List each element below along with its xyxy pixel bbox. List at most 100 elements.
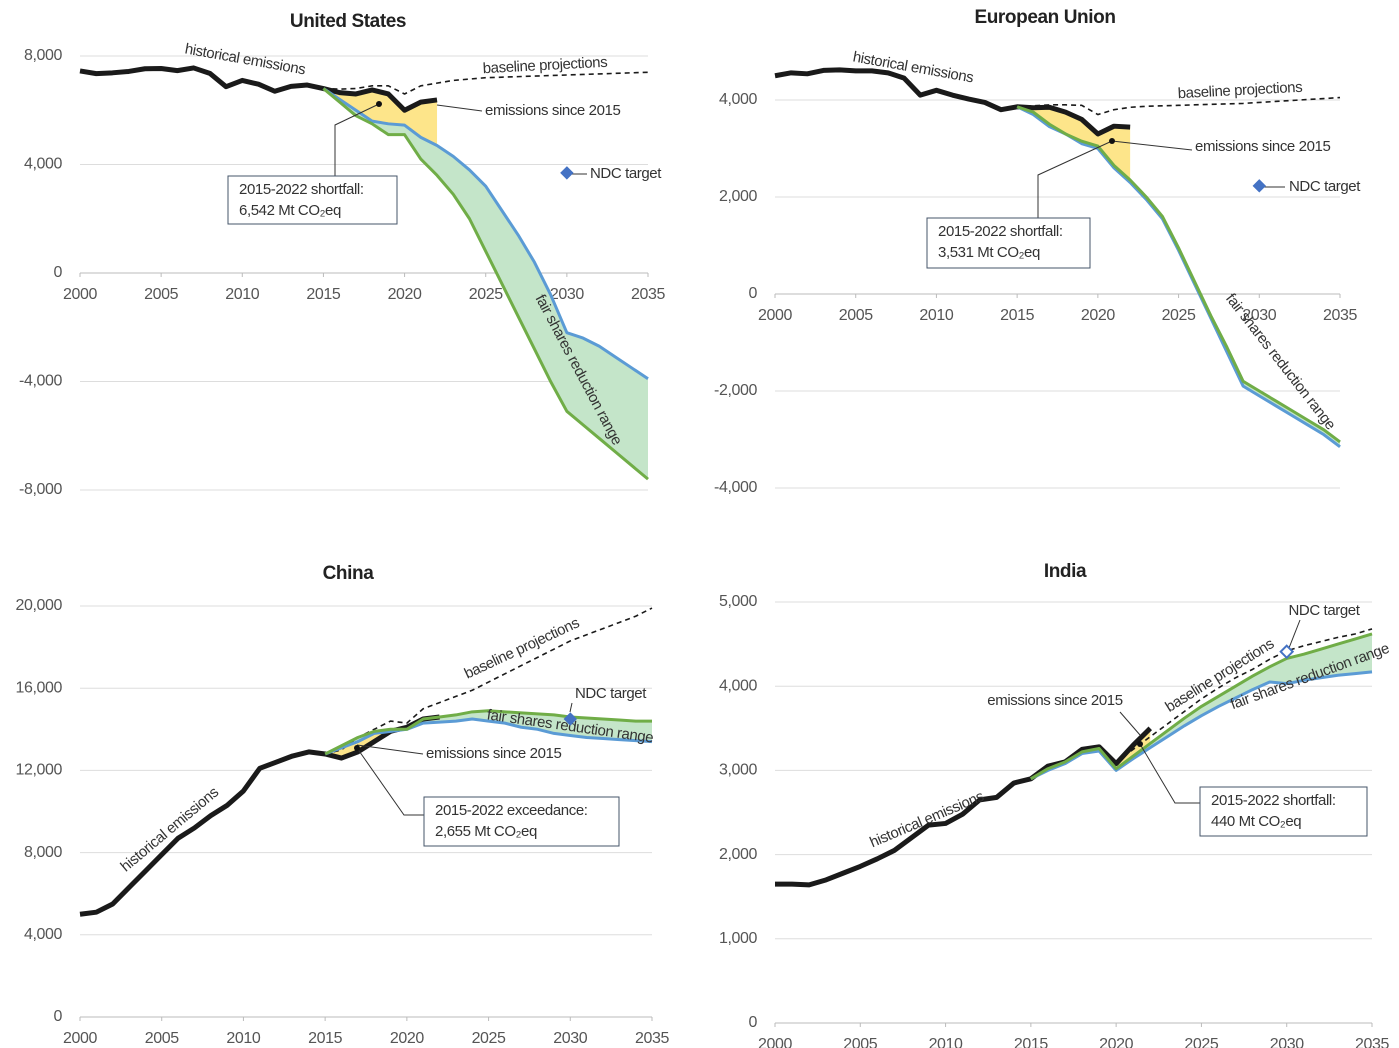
leader-line: [356, 747, 424, 816]
y-tick-label: -4,000: [19, 373, 62, 390]
shortfall-area: [325, 716, 440, 759]
leader-line: [1037, 140, 1113, 218]
y-tick-label: 12,000: [15, 762, 62, 779]
y-tick-label: 1,000: [719, 930, 758, 947]
shortfall-area: [323, 88, 438, 146]
y-tick-label: 20,000: [15, 597, 62, 614]
x-tick-label: 2005: [839, 307, 873, 324]
panel: United States -8,000 -4,000 0 4,000 8,000 2000…: [19, 11, 666, 498]
x-tick-label: 2000: [63, 1030, 97, 1047]
fair-share-band: [1030, 633, 1372, 779]
ndc-marker: [560, 166, 574, 180]
annotation-box: [1199, 786, 1368, 837]
fair-share-band: [1017, 106, 1340, 447]
leader-line: [1111, 140, 1193, 151]
y-tick-label: 5,000: [719, 593, 758, 610]
x-tick-label: 2005: [144, 286, 178, 303]
series-label: NDC target: [575, 685, 647, 702]
leader-dot: [354, 745, 360, 751]
leader-line: [1139, 743, 1200, 804]
historical-line: [774, 67, 1131, 137]
box-text: 440 Mt CO₂eq: [1211, 813, 1301, 830]
band-edge-line: [1016, 105, 1341, 444]
x-tick-label: 2020: [390, 1030, 424, 1047]
y-tick-label: 0: [54, 1008, 63, 1025]
y-tick-label: 0: [54, 264, 63, 281]
ndc-marker: [1252, 179, 1266, 193]
baseline-line: [323, 71, 649, 95]
historical-line: [79, 714, 440, 917]
leader-line: [1288, 619, 1301, 649]
fair-share-band: [323, 88, 648, 480]
x-tick-label: 2010: [225, 286, 259, 303]
ndc-marker: [563, 712, 577, 726]
x-tick-label: 2030: [553, 1030, 587, 1047]
annotation-box: [423, 796, 620, 847]
x-tick-label: 2010: [226, 1030, 260, 1047]
box-text: 6,542 Mt CO₂eq: [239, 202, 341, 219]
leader-line: [569, 702, 573, 713]
annotation-box: [926, 217, 1091, 269]
annotation-box: [227, 175, 398, 225]
chart-title: European Union: [974, 7, 1115, 28]
annotation: emissions since 2015: [987, 692, 1122, 709]
leader-dot: [1137, 741, 1143, 747]
x-tick-label: 2015: [308, 1030, 342, 1047]
x-tick-label: 2025: [472, 1030, 506, 1047]
series-label: historical emissions: [117, 784, 221, 875]
band-edge-line: [322, 87, 649, 481]
leader-line: [356, 744, 424, 755]
panel: China 0 4,000 8,000 12,000 16,000 20,000 2000 20…: [15, 563, 669, 1047]
leader-line: [1119, 711, 1141, 736]
series-label: baseline projections: [1177, 79, 1302, 102]
x-tick-label: 2015: [306, 286, 340, 303]
x-tick-label: 2000: [758, 307, 792, 324]
x-tick-label: 2005: [843, 1036, 877, 1048]
y-tick-label: 8,000: [24, 844, 63, 861]
y-tick-label: -4,000: [714, 479, 757, 496]
series-label: NDC target: [590, 165, 662, 182]
x-tick-label: 2035: [631, 286, 665, 303]
box-text: 2,655 Mt CO₂eq: [435, 823, 537, 840]
chart-title: India: [1044, 561, 1087, 582]
leader-line: [334, 103, 380, 176]
box-text: 3,531 Mt CO₂eq: [938, 244, 1040, 261]
x-tick-label: 2020: [388, 286, 422, 303]
y-tick-label: 4,000: [719, 677, 758, 694]
x-tick-label: 2025: [1184, 1036, 1218, 1048]
x-tick-label: 2035: [1323, 307, 1357, 324]
ndc-marker: [1279, 644, 1295, 660]
x-tick-label: 2025: [1162, 307, 1196, 324]
series-label: NDC target: [1289, 178, 1361, 195]
series-label: fair shares reduction range: [1222, 290, 1339, 433]
band-edge-line: [1016, 105, 1341, 448]
x-tick-label: 2010: [919, 307, 953, 324]
band-edge-line: [324, 709, 652, 756]
x-tick-label: 2020: [1081, 307, 1115, 324]
x-tick-label: 2030: [1270, 1036, 1304, 1048]
annotation: emissions since 2015: [426, 745, 561, 762]
baseline-line: [324, 607, 653, 755]
leader-dot: [376, 101, 382, 107]
x-tick-label: 2000: [758, 1036, 792, 1048]
annotation: emissions since 2015: [485, 102, 620, 119]
x-tick-label: 2010: [929, 1036, 963, 1048]
series-label: baseline projections: [462, 614, 582, 682]
y-tick-label: -8,000: [19, 481, 62, 498]
chart-title: United States: [290, 11, 406, 32]
x-tick-label: 2005: [145, 1030, 179, 1047]
x-tick-label: 2035: [1355, 1036, 1389, 1048]
y-tick-label: 3,000: [719, 762, 758, 779]
x-tick-label: 2015: [1014, 1036, 1048, 1048]
x-tick-label: 2035: [635, 1030, 669, 1047]
series-label: baseline projections: [482, 54, 607, 77]
baseline-line: [1017, 96, 1341, 116]
box-text: 2015-2022 shortfall:: [239, 181, 364, 198]
box-text: 2015-2022 shortfall:: [1211, 792, 1336, 809]
y-tick-label: 4,000: [24, 156, 63, 173]
series-label: historical emissions: [852, 49, 975, 87]
box-text: 2015-2022 exceedance:: [435, 802, 588, 819]
y-tick-label: 0: [749, 1014, 758, 1031]
series-label: NDC target: [1288, 602, 1360, 619]
